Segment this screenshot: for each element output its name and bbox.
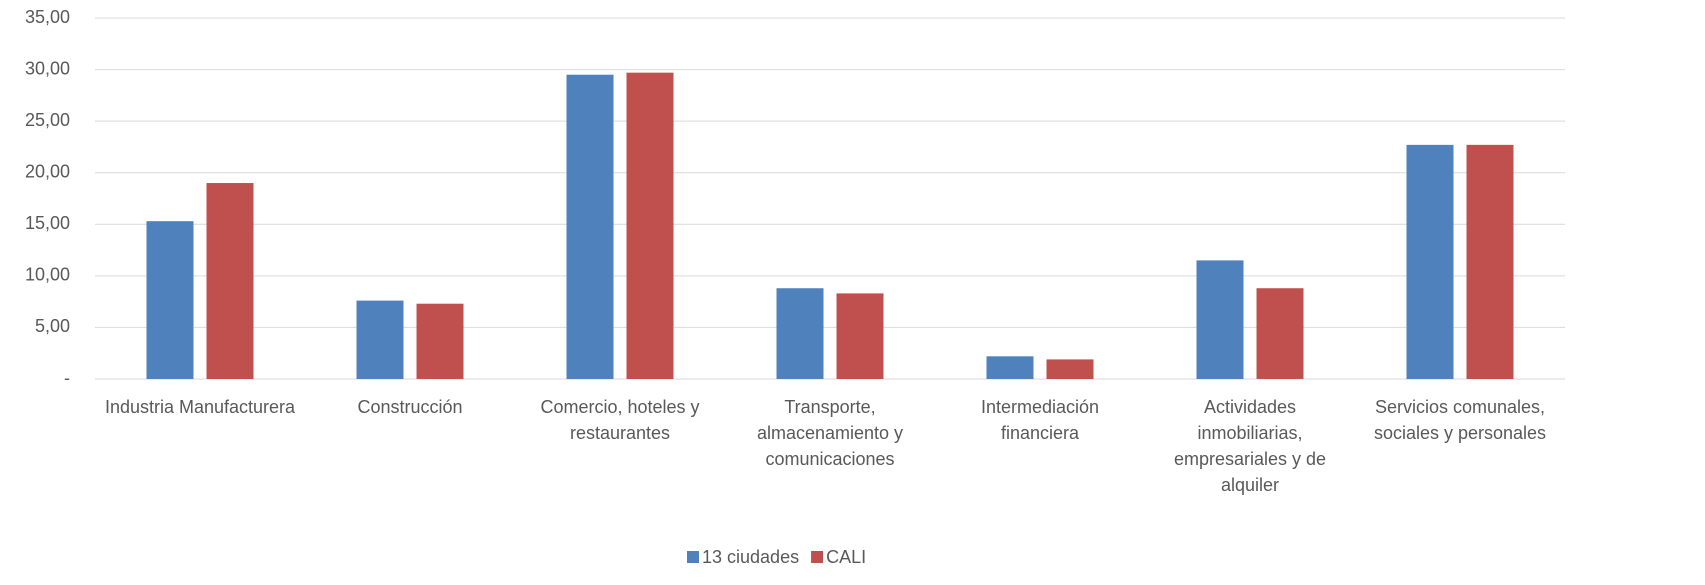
- bar: [776, 288, 824, 379]
- y-tick-label: 35,00: [25, 7, 70, 27]
- bar: [1406, 144, 1454, 379]
- bar: [1256, 288, 1304, 379]
- x-tick-label: Intermediación financiera: [980, 397, 1100, 443]
- x-tick-label: Transporte, almacenamiento y comunicacio…: [756, 397, 904, 469]
- y-tick-label: 15,00: [25, 213, 70, 233]
- bar: [626, 72, 674, 379]
- bar: [1046, 359, 1094, 379]
- x-tick-label: Industria Manufacturera: [104, 397, 296, 417]
- legend-label: 13 ciudades: [702, 547, 799, 567]
- bar: [356, 300, 404, 379]
- bar: [1196, 260, 1244, 379]
- y-tick-label: 5,00: [35, 316, 70, 336]
- bar: [146, 221, 194, 379]
- x-tick-label: Servicios comunales, sociales y personal…: [1373, 397, 1547, 443]
- legend-swatch: [687, 551, 699, 563]
- y-tick-label: -: [64, 368, 70, 388]
- x-tick-label: Construcción: [357, 397, 463, 417]
- bar: [836, 293, 884, 379]
- bar: [1466, 144, 1514, 379]
- y-tick-label: 30,00: [25, 58, 70, 78]
- y-tick-label: 25,00: [25, 110, 70, 130]
- bar: [566, 74, 614, 379]
- x-tick-label: Actividades inmobiliarias, empresariales…: [1173, 397, 1327, 495]
- legend-swatch: [811, 551, 824, 563]
- legend-label: CALI: [826, 547, 866, 567]
- bar: [986, 356, 1034, 379]
- y-tick-label: 10,00: [25, 265, 70, 285]
- y-tick-label: 20,00: [25, 161, 70, 181]
- x-tick-label: Comercio, hoteles y restaurantes: [540, 397, 700, 443]
- bar: [416, 303, 464, 379]
- bar: [206, 183, 254, 379]
